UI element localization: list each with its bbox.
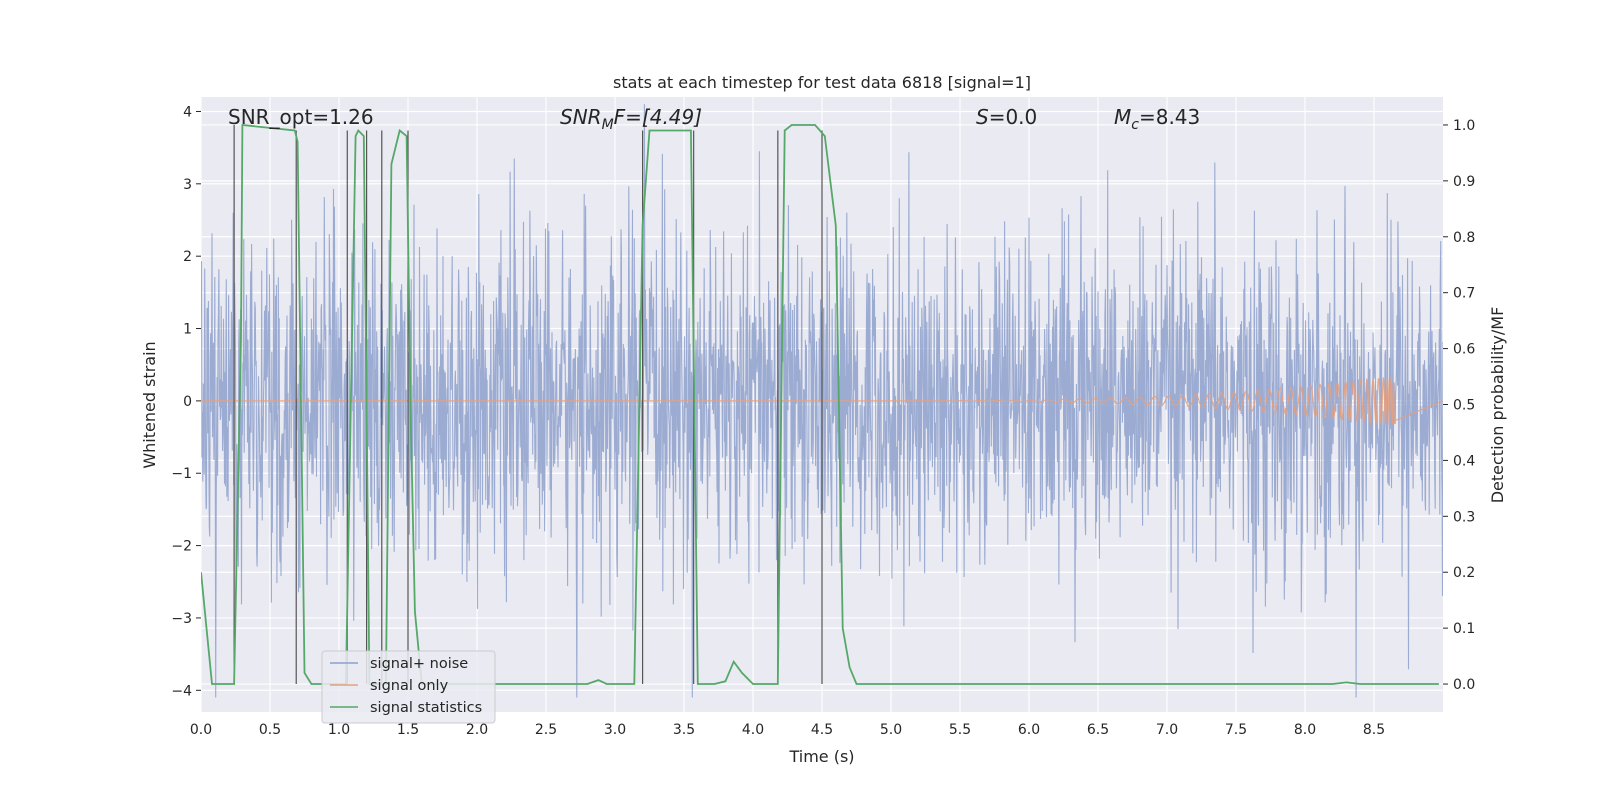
y2-tick-label: 0.8	[1453, 230, 1475, 246]
y2-tick-label: 1.0	[1453, 118, 1475, 134]
y-tick-label: 0	[183, 394, 192, 410]
y-axis-label-left: Whitened strain	[140, 341, 159, 468]
y2-tick-label: 0.4	[1453, 453, 1475, 469]
x-tick-label: 3.5	[673, 722, 695, 738]
y2-tick-label: 0.6	[1453, 342, 1475, 358]
x-tick-label: 8.0	[1294, 722, 1316, 738]
x-tick-label: 0.5	[259, 722, 281, 738]
y2-tick-label: 0.0	[1453, 677, 1475, 693]
y-axis-ticks-right: 1.0 0.9 0.8 0.7 0.6 0.5 0.4 0.3 0.2 0.1 0.0	[1443, 118, 1475, 693]
y-tick-label: 1	[183, 322, 192, 338]
x-tick-label: 5.5	[949, 722, 971, 738]
y-tick-label: −1	[171, 466, 192, 482]
legend-box	[321, 650, 496, 724]
x-tick-label: 5.0	[880, 722, 902, 738]
chart-title: stats at each timestep for test data 681…	[613, 73, 1031, 92]
x-tick-label: 4.5	[811, 722, 833, 738]
x-tick-label: 0.0	[190, 722, 212, 738]
x-tick-label: 3.0	[604, 722, 626, 738]
legend-noise-label: signal+ noise	[370, 656, 468, 672]
x-tick-label: 2.5	[535, 722, 557, 738]
s-annotation: S=0.0	[976, 105, 1037, 129]
y-tick-label: −3	[171, 611, 192, 627]
y2-tick-label: 0.7	[1453, 286, 1475, 302]
x-tick-label: 8.5	[1363, 722, 1385, 738]
legend-signal-label: signal only	[370, 678, 449, 694]
x-tick-label: 4.0	[742, 722, 764, 738]
snr-opt-annotation: SNR_opt=1.26	[228, 105, 374, 129]
y-axis-label-right: Detection probability/MF	[1488, 307, 1507, 504]
y2-tick-label: 0.3	[1453, 509, 1475, 525]
x-axis-label: Time (s)	[788, 747, 854, 766]
x-tick-label: 1.0	[328, 722, 350, 738]
x-tick-label: 2.0	[466, 722, 488, 738]
x-tick-label: 6.0	[1018, 722, 1040, 738]
x-tick-label: 7.0	[1156, 722, 1178, 738]
legend: signal+ noise signal only signal statist…	[321, 650, 496, 724]
y2-tick-label: 0.2	[1453, 565, 1475, 581]
y-tick-label: −4	[171, 683, 192, 699]
y-tick-label: −2	[171, 539, 192, 555]
y-tick-label: 4	[183, 104, 192, 120]
annotations: SNR_opt=1.26 SNRMF=[4.49] S=0.0 Mc=8.43	[228, 105, 1200, 133]
signal-only-series	[201, 377, 1443, 425]
x-tick-label: 6.5	[1087, 722, 1109, 738]
snr-mf-annotation: SNRMF=[4.49]	[560, 105, 702, 133]
y-tick-label: 2	[183, 249, 192, 265]
y-tick-label: 3	[183, 177, 192, 193]
x-axis-ticks: 0.0 0.5 1.0 1.5 2.0 2.5 3.0 3.5 4.0 4.5 5.0 5.5 6.0 6…	[190, 722, 1385, 738]
y-axis-ticks-left: 4 3 2 1 0 −1 −2 −3 −4	[171, 104, 201, 699]
y2-tick-label: 0.5	[1453, 398, 1475, 414]
mc-annotation: Mc=8.43	[1114, 105, 1200, 133]
y2-tick-label: 0.1	[1453, 621, 1475, 637]
x-tick-label: 7.5	[1225, 722, 1247, 738]
legend-stats-label: signal statistics	[370, 700, 482, 716]
y2-tick-label: 0.9	[1453, 174, 1475, 190]
x-tick-label: 1.5	[397, 722, 419, 738]
